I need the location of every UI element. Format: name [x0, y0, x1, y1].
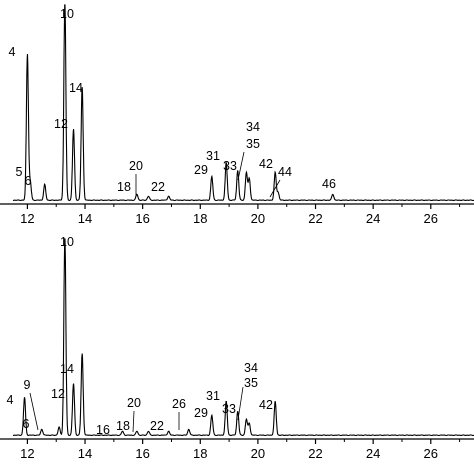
x-tick-label: 24: [366, 211, 380, 226]
peak-label: 46: [322, 177, 336, 191]
x-tick-label: 12: [20, 446, 34, 461]
peak-label: 6: [25, 174, 32, 188]
peak-label: 35: [246, 137, 260, 151]
peak-label: 31: [206, 149, 220, 163]
peak-label: 5: [16, 165, 23, 179]
peak-label: 34: [244, 361, 258, 375]
x-tick-label: 24: [366, 446, 380, 461]
peak-label: 16: [96, 423, 110, 437]
peak-label: 44: [278, 165, 292, 179]
x-tick-label: 18: [193, 446, 207, 461]
x-tick-label: 20: [251, 211, 265, 226]
peak-label: 18: [117, 180, 131, 194]
peak-label: 34: [246, 120, 260, 134]
x-tick-label: 22: [308, 211, 322, 226]
peak-leader-line: [237, 386, 244, 421]
peak-label: 26: [172, 397, 186, 411]
peak-label: 20: [127, 396, 141, 410]
x-tick-label: 20: [251, 446, 265, 461]
peak-label: 35: [244, 376, 258, 390]
x-tick-label: 26: [424, 446, 438, 461]
peak-label: 29: [194, 406, 208, 420]
x-tick-label: 18: [193, 211, 207, 226]
peak-leader-line: [29, 392, 39, 431]
peak-label: 4: [9, 45, 16, 59]
x-tick-label: 12: [20, 211, 34, 226]
peak-label: 33: [222, 402, 236, 416]
peak-label: 33: [223, 159, 237, 173]
x-tick-label: 16: [135, 446, 149, 461]
peak-label: 18: [116, 419, 130, 433]
peak-leader-line: [269, 179, 281, 198]
peak-label: 22: [150, 419, 164, 433]
x-tick-label: 14: [78, 446, 92, 461]
peak-label: 20: [129, 159, 143, 173]
peak-label: 14: [69, 81, 83, 95]
peak-label: 12: [51, 387, 65, 401]
peak-label: 14: [60, 362, 74, 376]
peak-label: 4: [7, 393, 14, 407]
peak-label: 10: [60, 7, 74, 21]
peak-label: 10: [60, 235, 74, 249]
chromatogram-trace: [13, 4, 474, 202]
x-tick-label: 22: [308, 446, 322, 461]
peak-leader-line: [237, 151, 245, 181]
peak-label: 6: [23, 417, 30, 431]
peak-leader-line: [132, 410, 135, 433]
peak-label: 29: [194, 163, 208, 177]
peak-label: 12: [54, 117, 68, 131]
chromatogram-trace: [13, 238, 474, 437]
peak-label: 31: [206, 389, 220, 403]
peak-label: 9: [24, 378, 31, 392]
peak-label: 22: [151, 180, 165, 194]
x-tick-label: 16: [135, 211, 149, 226]
peak-label: 42: [259, 157, 273, 171]
peak-label: 42: [259, 398, 273, 412]
x-tick-label: 26: [424, 211, 438, 226]
x-tick-label: 14: [78, 211, 92, 226]
